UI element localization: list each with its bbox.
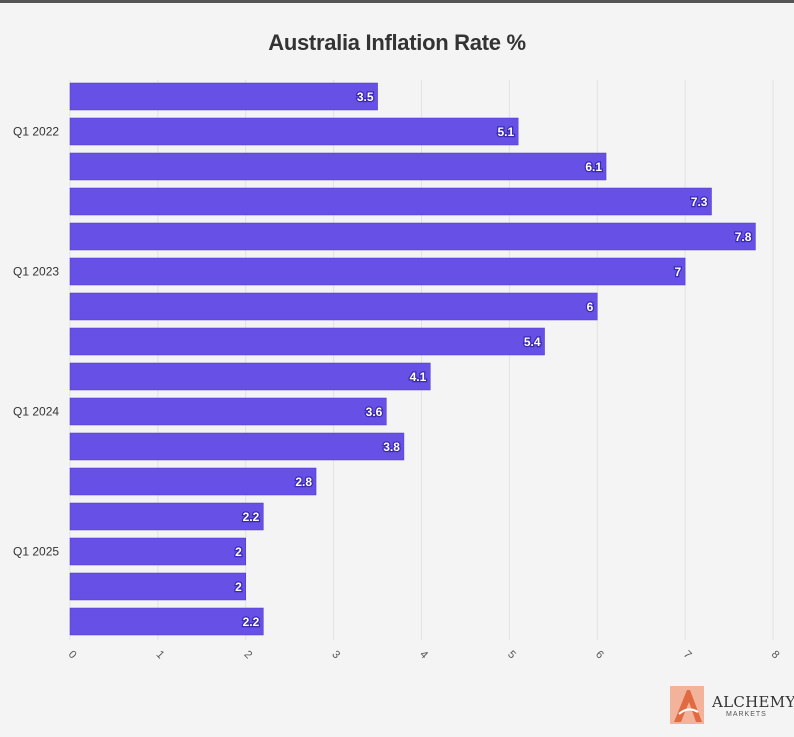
y-category-label: Q1 2023	[13, 265, 59, 279]
brand-logo: ALCHEMY MARKETS	[668, 684, 794, 726]
bar	[69, 572, 246, 601]
alchemy-a-logo-icon	[670, 686, 704, 724]
bar	[69, 222, 756, 251]
bar	[69, 362, 431, 391]
y-category-labels: Q1 2022 Q1 2023 Q1 2024 Q1 2025	[13, 125, 59, 559]
data-label: 6	[587, 300, 594, 314]
x-tick-label: 0	[66, 648, 79, 661]
bar	[69, 257, 686, 286]
data-label: 3.8	[383, 440, 400, 454]
data-label: 3.5	[357, 90, 374, 104]
x-tick-labels: 0 1 2 3 4 5 6 7 8	[66, 648, 782, 661]
bar	[69, 467, 317, 496]
data-label: 6.1	[585, 160, 602, 174]
data-label: 7.8	[735, 230, 752, 244]
data-label: 3.6	[366, 405, 383, 419]
bar	[69, 502, 264, 531]
data-label: 5.1	[497, 125, 514, 139]
data-label: 2.2	[243, 615, 260, 629]
x-tick-label: 7	[681, 648, 694, 661]
data-label: 2.8	[295, 475, 312, 489]
bar	[69, 117, 519, 146]
y-category-label: Q1 2022	[13, 125, 59, 139]
logo-brand-text: ALCHEMY	[712, 693, 794, 711]
data-label: 2.2	[243, 510, 260, 524]
bar	[69, 537, 246, 566]
x-tick-label: 8	[769, 648, 782, 661]
x-tick-label: 2	[241, 648, 254, 661]
bar	[69, 432, 405, 461]
data-label: 4.1	[410, 370, 427, 384]
data-label: 2	[235, 580, 242, 594]
x-tick-label: 1	[154, 648, 167, 661]
x-tick-label: 6	[593, 648, 606, 661]
data-label: 2	[235, 545, 242, 559]
logo-sub-text: MARKETS	[726, 711, 767, 718]
bar	[69, 187, 712, 216]
bar	[69, 152, 607, 181]
y-category-label: Q1 2025	[13, 545, 59, 559]
bar	[69, 292, 598, 321]
data-label: 5.4	[524, 335, 541, 349]
bar	[69, 397, 387, 426]
bars	[69, 82, 756, 636]
bar	[69, 607, 264, 636]
x-tick-label: 4	[417, 648, 430, 661]
x-tick-label: 3	[329, 648, 342, 661]
data-label: 7.3	[691, 195, 708, 209]
chart-title: Australia Inflation Rate %	[268, 30, 526, 55]
x-tick-label: 5	[505, 648, 518, 661]
data-label: 7	[674, 265, 681, 279]
bar	[69, 327, 545, 356]
top-rule	[0, 0, 794, 3]
bar	[69, 82, 378, 111]
y-category-label: Q1 2024	[13, 405, 59, 419]
data-labels: 3.5 5.1 6.1 7.3 7.8 7 6 5.4 4.1 3.6 3.8 2.8 2.2 2 2 2.2	[234, 89, 753, 631]
